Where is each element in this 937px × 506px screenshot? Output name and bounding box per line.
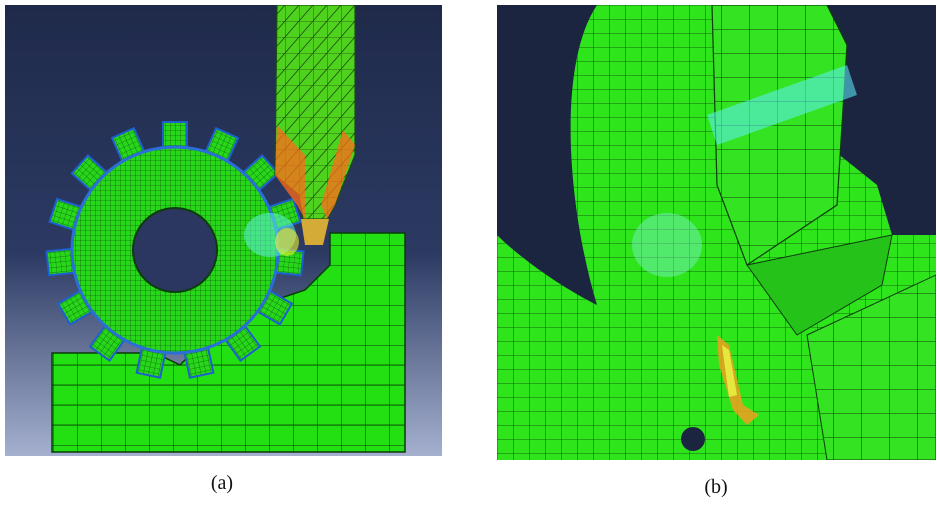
gear-machining-simulation-b — [497, 5, 936, 460]
cutting-tool-mesh — [274, 5, 356, 245]
fem-image-panel-a — [5, 5, 442, 456]
tool-tip-mesh — [707, 5, 857, 266]
caption-a: (a) — [210, 472, 234, 494]
caption-b: (b) — [704, 476, 728, 498]
fem-image-panel-b — [497, 5, 936, 460]
gear-machining-simulation-a — [5, 5, 442, 456]
gear-mesh — [45, 121, 305, 379]
crack-region — [632, 213, 759, 425]
